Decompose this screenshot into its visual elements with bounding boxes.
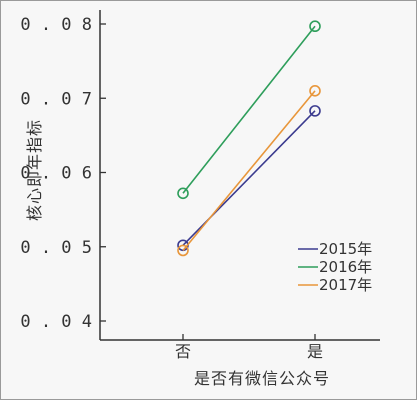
legend-label: 2017年 [319, 276, 372, 294]
data-point [309, 20, 321, 33]
y-tick-label: 0 . 0 8 [20, 15, 92, 35]
axes [99, 10, 380, 341]
series-3 [177, 85, 321, 257]
x-tick-label: 是 [307, 342, 323, 361]
series-line [182, 90, 316, 251]
series-line [182, 110, 316, 246]
x-ticks: 否是 [175, 334, 323, 361]
data-point [309, 105, 321, 117]
legend-label: 2016年 [319, 258, 372, 276]
y-axis-label: 核心即年指标 [25, 119, 44, 221]
data-point [177, 244, 189, 257]
series-1 [177, 105, 321, 252]
data-point [177, 187, 189, 200]
series-2 [177, 20, 321, 200]
legend-label: 2015年 [319, 240, 372, 258]
y-ticks: 0 . 0 4 0 . 0 5 0 . 0 6 0 . 0 7 0 . 0 8 [20, 15, 106, 332]
data-point [309, 85, 321, 97]
y-tick-label: 0 . 0 5 [20, 238, 92, 258]
y-tick-label: 0 . 0 4 [20, 312, 92, 332]
x-tick-label: 否 [175, 342, 191, 361]
x-axis-label: 是否有微信公众号 [194, 369, 330, 388]
series-line [182, 25, 316, 194]
y-tick-label: 0 . 0 6 [20, 164, 92, 184]
series-layer [177, 20, 321, 257]
y-tick-label: 0 . 0 7 [20, 89, 92, 109]
